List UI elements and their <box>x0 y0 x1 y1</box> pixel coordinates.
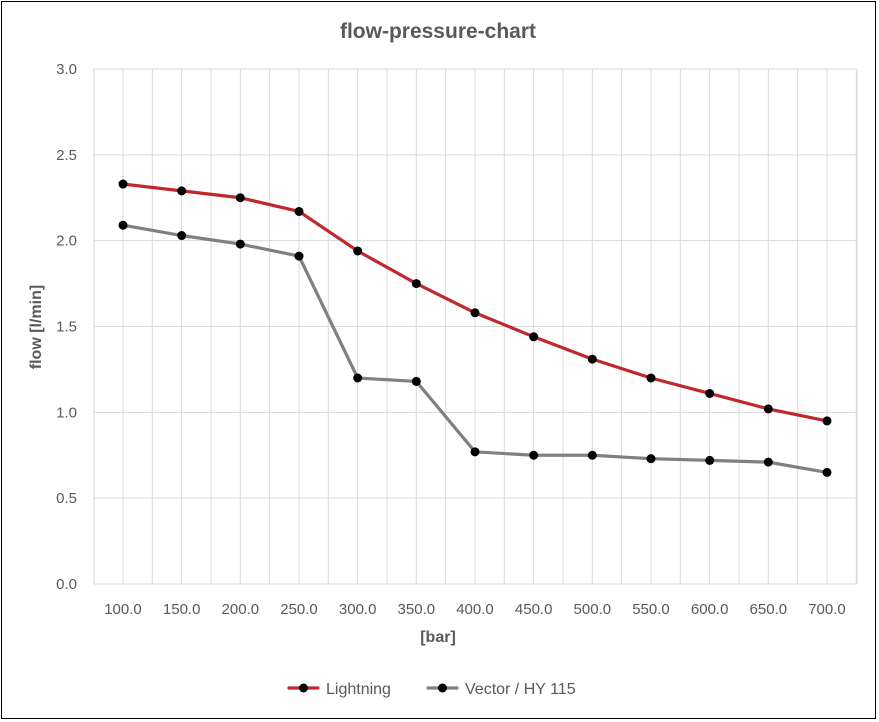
x-tick-label: 450.0 <box>515 601 553 618</box>
data-point-lightning <box>705 388 715 398</box>
y-tick-label: 2.0 <box>56 233 77 250</box>
y-tick-label: 1.5 <box>56 319 77 336</box>
y-axis-title: flow [l/min] <box>28 285 45 369</box>
y-tick-label: 1.0 <box>56 404 77 421</box>
data-point-vector-hy-115 <box>411 376 421 386</box>
axes: 0.0 0.5 1.0 1.5 2.0 2.5 3.0 100.0 150.0 200.0 250.… <box>56 61 846 618</box>
legend-marker-vector-hy-115 <box>438 683 447 693</box>
data-point-vector-hy-115 <box>470 447 480 457</box>
data-point-lightning <box>763 404 773 414</box>
legend-label-vector-hy-115: Vector / HY 115 <box>465 681 576 698</box>
data-point-vector-hy-115 <box>822 467 832 477</box>
x-tick-label: 400.0 <box>456 601 494 618</box>
x-tick-label: 650.0 <box>750 601 788 618</box>
x-tick-label: 250.0 <box>280 601 318 618</box>
data-point-lightning <box>646 373 656 383</box>
legend-label-lightning: Lightning <box>326 681 391 698</box>
legend: Lightning Vector / HY 115 <box>287 681 576 698</box>
series-lightning <box>118 179 832 426</box>
gridlines <box>93 68 858 585</box>
data-point-lightning <box>235 193 245 203</box>
data-point-vector-hy-115 <box>353 373 363 383</box>
x-tick-label: 300.0 <box>339 601 377 618</box>
data-point-lightning <box>118 179 128 189</box>
y-tick-label: 0.0 <box>56 576 77 593</box>
x-tick-label: 350.0 <box>398 601 436 618</box>
x-tick-label: 200.0 <box>222 601 260 618</box>
x-axis-title: [bar] <box>420 629 456 646</box>
legend-marker-lightning <box>299 683 308 693</box>
data-point-lightning <box>177 186 187 196</box>
y-tick-label: 2.5 <box>56 147 77 164</box>
data-point-vector-hy-115 <box>294 251 304 261</box>
x-tick-label: 500.0 <box>574 601 612 618</box>
x-tick-label: 550.0 <box>632 601 670 618</box>
x-tick-label: 700.0 <box>808 601 846 618</box>
y-tick-label: 3.0 <box>56 61 77 78</box>
data-point-lightning <box>353 246 363 256</box>
data-point-lightning <box>411 279 421 289</box>
legend-item-lightning: Lightning <box>287 681 391 698</box>
x-tick-label: 150.0 <box>163 601 201 618</box>
data-point-vector-hy-115 <box>118 220 128 230</box>
data-point-lightning <box>294 206 304 216</box>
chart-title: flow-pressure-chart <box>340 20 536 43</box>
data-point-vector-hy-115 <box>646 454 656 464</box>
data-point-lightning <box>822 416 832 426</box>
data-point-vector-hy-115 <box>177 231 187 241</box>
x-tick-label: 600.0 <box>691 601 729 618</box>
data-point-lightning <box>529 332 539 342</box>
data-point-vector-hy-115 <box>763 457 773 467</box>
legend-item-vector-hy-115: Vector / HY 115 <box>426 681 576 698</box>
series-layer <box>118 179 832 477</box>
data-point-vector-hy-115 <box>235 239 245 249</box>
y-tick-label: 0.5 <box>56 490 77 507</box>
data-point-lightning <box>470 308 480 318</box>
data-point-lightning <box>587 354 597 364</box>
data-point-vector-hy-115 <box>529 450 539 460</box>
data-point-vector-hy-115 <box>705 455 715 465</box>
series-vector-hy-115 <box>118 220 832 477</box>
x-tick-label: 100.0 <box>104 601 142 618</box>
data-point-vector-hy-115 <box>587 450 597 460</box>
